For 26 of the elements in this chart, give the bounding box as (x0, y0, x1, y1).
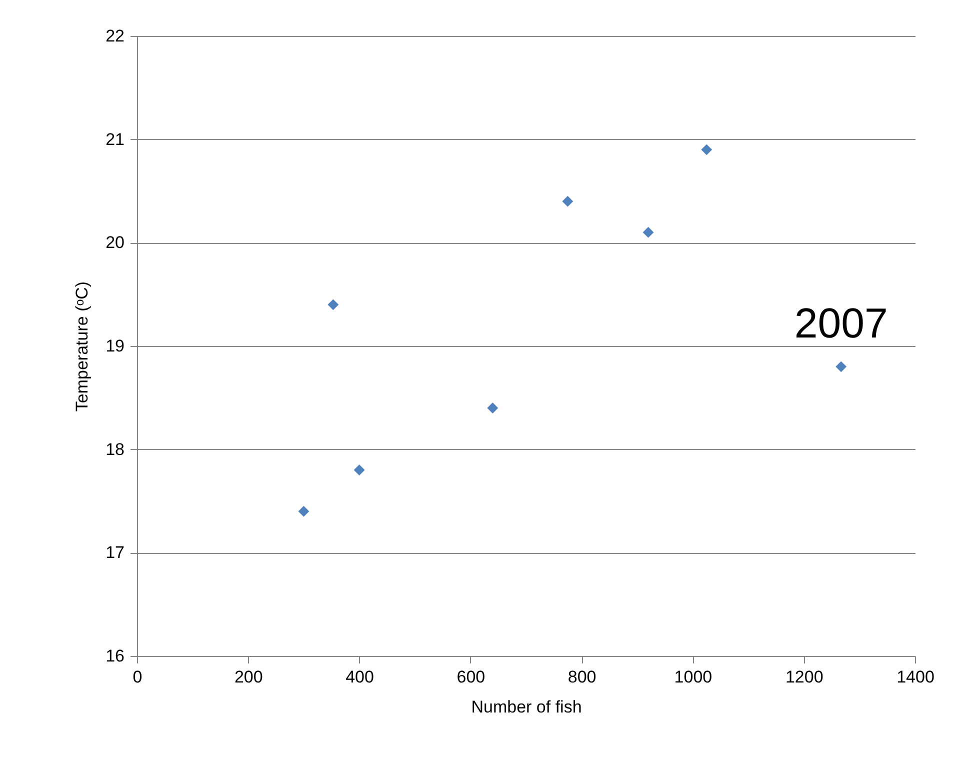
y-axis-title: Temperature (ᵒC) (72, 281, 92, 412)
point (836, 361, 847, 372)
x-tick-label: 400 (346, 668, 374, 686)
point (487, 402, 498, 414)
y-tick-label: 22 (106, 26, 124, 46)
y-tick-label: 19 (106, 336, 124, 356)
y-tick-label: 16 (106, 646, 124, 666)
point (354, 464, 365, 476)
x-tick-label: 1400 (896, 668, 934, 686)
point (298, 506, 310, 517)
annotation: 2007 (794, 300, 888, 347)
x-tick-label: 600 (456, 668, 486, 686)
x-tick-label: 800 (568, 668, 596, 686)
y-tick-label: 17 (106, 543, 124, 562)
x-tick-label: 0 (132, 668, 142, 686)
x-tick-label: 1000 (674, 668, 712, 686)
y-tick-label: 21 (106, 130, 124, 149)
x-axis-title: Number of fish (471, 698, 582, 716)
point (642, 226, 654, 238)
x-tick-label: 1200 (785, 668, 824, 686)
point (328, 299, 339, 310)
x-tick-label: 200 (234, 668, 263, 686)
y-tick-label: 20 (106, 233, 124, 252)
y-tick-label: 18 (106, 440, 124, 459)
point (701, 144, 712, 156)
point (562, 196, 574, 207)
